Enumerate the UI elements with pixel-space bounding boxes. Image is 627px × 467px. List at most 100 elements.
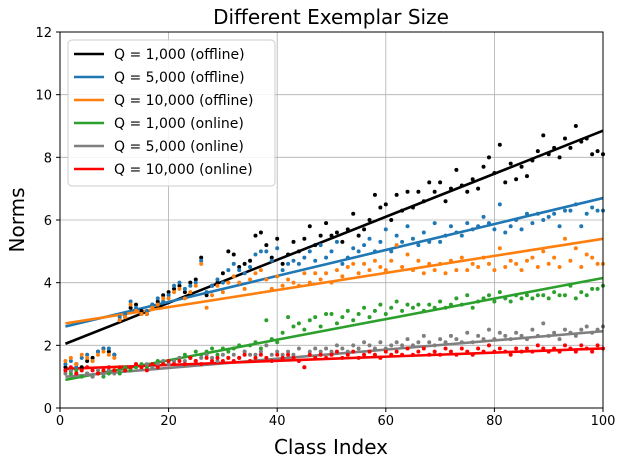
data-point [161, 299, 166, 304]
data-point [63, 371, 68, 376]
data-point [524, 337, 529, 342]
data-point [90, 374, 95, 379]
data-point [117, 371, 122, 376]
x-tick-label: 100 [591, 414, 616, 429]
data-point [465, 293, 470, 298]
data-point [172, 283, 177, 288]
data-point [432, 189, 437, 194]
data-point [351, 261, 356, 266]
data-point [79, 352, 84, 357]
data-point [400, 208, 405, 213]
data-point [584, 136, 589, 141]
data-point [497, 246, 502, 251]
data-point [557, 224, 562, 229]
data-point [313, 258, 318, 263]
data-point [177, 280, 182, 285]
data-point [568, 283, 573, 288]
data-point [459, 233, 464, 238]
data-point [68, 371, 73, 376]
data-point [351, 318, 356, 323]
data-point [101, 349, 106, 354]
data-point [448, 349, 453, 354]
data-point [514, 218, 519, 222]
data-point [231, 359, 236, 363]
data-point [454, 296, 459, 301]
data-point [269, 255, 274, 260]
data-point [291, 355, 296, 360]
data-point [394, 340, 399, 345]
data-point [253, 233, 258, 238]
data-point [351, 246, 356, 251]
data-point [280, 283, 285, 288]
data-point [448, 333, 453, 338]
data-point [394, 349, 399, 354]
x-tick-label: 20 [160, 414, 177, 429]
data-point [307, 349, 312, 354]
data-point [204, 293, 209, 298]
data-point [144, 308, 149, 313]
data-point [215, 355, 220, 360]
data-point [492, 171, 497, 175]
data-point [182, 296, 187, 301]
data-point [204, 355, 209, 360]
data-point [215, 352, 220, 357]
data-point [465, 268, 470, 273]
data-point [68, 368, 73, 373]
data-point [242, 261, 247, 266]
data-point [421, 271, 426, 276]
data-point [410, 236, 415, 241]
data-point [258, 230, 263, 235]
data-point [177, 355, 182, 360]
data-point [486, 293, 491, 298]
data-point [258, 349, 263, 354]
data-point [63, 365, 68, 370]
data-point [557, 265, 562, 269]
data-point [459, 255, 464, 260]
data-point [172, 286, 177, 291]
data-point [476, 265, 481, 269]
data-point [237, 280, 242, 285]
data-point [231, 346, 236, 351]
data-point [535, 211, 540, 216]
data-point [383, 202, 388, 207]
data-point [372, 308, 377, 313]
data-point [410, 305, 415, 310]
data-point [226, 249, 231, 254]
data-point [296, 283, 301, 288]
data-point [318, 352, 323, 357]
data-point [546, 296, 551, 301]
data-point [155, 302, 160, 307]
data-point [573, 124, 578, 128]
data-point [193, 277, 198, 282]
data-point [481, 255, 486, 260]
data-point [324, 312, 329, 316]
data-point [210, 355, 215, 360]
data-point [584, 252, 589, 257]
data-point [470, 305, 475, 310]
data-point [514, 261, 519, 266]
data-point [470, 261, 475, 266]
data-point [579, 343, 584, 348]
data-point [519, 333, 524, 338]
data-point [199, 261, 204, 266]
data-point [405, 337, 410, 342]
data-point [172, 359, 177, 363]
data-point [210, 293, 215, 298]
data-point [204, 349, 209, 354]
data-point [112, 355, 117, 360]
data-point [226, 355, 231, 360]
data-point [519, 296, 524, 301]
data-point [459, 346, 464, 351]
fit-line [65, 196, 604, 328]
data-point [481, 164, 486, 169]
data-point [421, 346, 426, 351]
data-point [356, 355, 361, 360]
data-point [123, 312, 128, 316]
data-point [410, 268, 415, 273]
data-point [503, 333, 508, 338]
data-point [541, 218, 546, 222]
data-point [530, 349, 535, 354]
data-point [443, 271, 448, 276]
data-point [248, 359, 253, 363]
data-point [253, 252, 258, 257]
